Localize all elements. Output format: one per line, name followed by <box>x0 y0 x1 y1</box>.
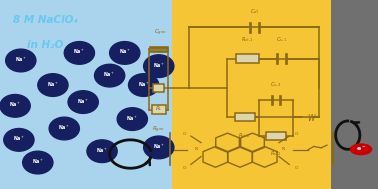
Ellipse shape <box>117 108 147 130</box>
Text: Na$^+$: Na$^+$ <box>153 61 165 70</box>
Text: N: N <box>282 147 285 151</box>
Ellipse shape <box>38 74 68 96</box>
Ellipse shape <box>110 42 140 64</box>
Text: O: O <box>183 166 186 170</box>
Bar <box>172 0 331 189</box>
Ellipse shape <box>94 64 125 87</box>
Text: Na$^+$: Na$^+$ <box>32 157 44 166</box>
Text: Na$^+$: Na$^+$ <box>9 100 21 109</box>
Text: O: O <box>294 166 297 170</box>
Circle shape <box>350 144 372 155</box>
Ellipse shape <box>0 94 30 117</box>
Text: Na$^+$: Na$^+$ <box>47 80 59 89</box>
Text: Na$^+$: Na$^+$ <box>153 142 165 151</box>
Text: $C_{s,2}$: $C_{s,2}$ <box>270 81 282 89</box>
Text: $R_{ct,2}$: $R_{ct,2}$ <box>239 131 251 139</box>
Text: N: N <box>195 147 198 151</box>
Text: Na$^+$: Na$^+$ <box>58 123 70 132</box>
Bar <box>331 0 378 189</box>
Text: Na$^+$: Na$^+$ <box>138 80 150 89</box>
Ellipse shape <box>144 136 174 159</box>
Text: 8 M NaClO₄: 8 M NaClO₄ <box>13 15 78 25</box>
Text: Na$^+$: Na$^+$ <box>13 134 25 143</box>
Ellipse shape <box>6 49 36 72</box>
Text: Na$^+$: Na$^+$ <box>104 70 116 79</box>
Text: e$^-$: e$^-$ <box>356 145 366 153</box>
Text: Na$^+$: Na$^+$ <box>96 146 108 155</box>
Ellipse shape <box>64 42 94 64</box>
Text: $C_{geo}$: $C_{geo}$ <box>154 28 167 38</box>
Bar <box>152 105 166 114</box>
Text: Na$^+$: Na$^+$ <box>15 55 27 64</box>
Ellipse shape <box>68 91 98 113</box>
Text: $R_L$: $R_L$ <box>155 104 163 113</box>
Bar <box>265 132 287 140</box>
Text: $C_{dl}$: $C_{dl}$ <box>249 7 259 16</box>
Bar <box>0 0 172 189</box>
Bar <box>236 54 259 63</box>
Text: Na$^+$: Na$^+$ <box>73 47 85 57</box>
Text: polyimide anode: polyimide anode <box>195 6 300 16</box>
Text: $R_{ct,1}$: $R_{ct,1}$ <box>241 36 254 44</box>
Bar <box>234 113 256 121</box>
Ellipse shape <box>144 55 174 77</box>
Text: O: O <box>183 132 186 136</box>
Text: Na$^+$: Na$^+$ <box>119 47 131 57</box>
Text: Na$^+$: Na$^+$ <box>77 97 89 106</box>
Text: $R_{s,2}$: $R_{s,2}$ <box>270 149 282 157</box>
Ellipse shape <box>87 140 117 163</box>
Text: $W$: $W$ <box>307 112 317 123</box>
Ellipse shape <box>129 74 159 96</box>
Text: O: O <box>294 132 297 136</box>
Bar <box>153 84 164 92</box>
Ellipse shape <box>49 117 79 140</box>
Text: $R_{geo}$: $R_{geo}$ <box>152 125 165 135</box>
Ellipse shape <box>23 151 53 174</box>
Ellipse shape <box>4 129 34 151</box>
Text: in H₂O: in H₂O <box>27 40 64 50</box>
Text: Na$^+$: Na$^+$ <box>126 114 138 123</box>
Text: $C_{s,1}$: $C_{s,1}$ <box>276 36 287 44</box>
